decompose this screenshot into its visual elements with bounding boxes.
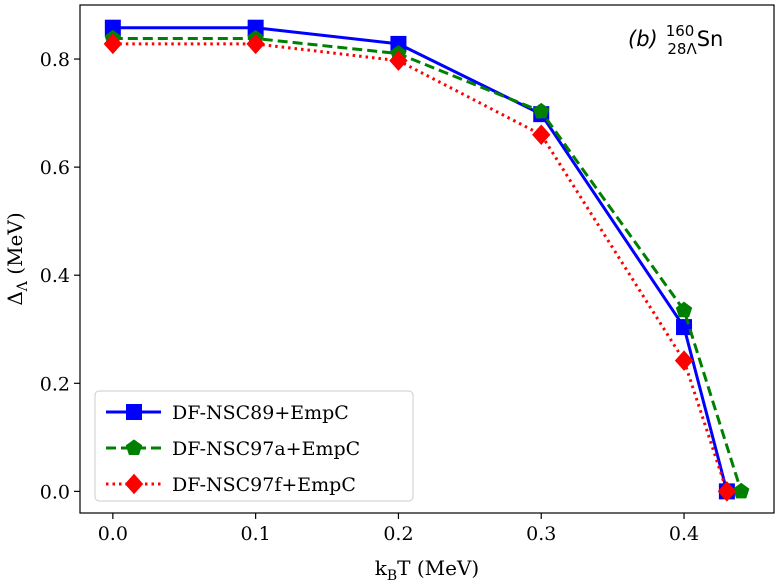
- legend-label: DF-NSC97f+EmpC: [172, 474, 356, 496]
- data-point: [532, 124, 551, 145]
- series-3: [103, 33, 737, 502]
- x-tick-label: 0.1: [241, 523, 271, 545]
- data-point: [717, 481, 737, 502]
- plot-frame: [79, 4, 775, 514]
- legend-entry: DF-NSC97a+EmpC: [106, 438, 360, 460]
- series-layer: [103, 19, 750, 502]
- legend-entries: DF-NSC89+EmpC DF-NSC97a+EmpC DF-NSC97f+Emp…: [106, 402, 360, 496]
- legend-marker: [125, 439, 143, 455]
- x-tick-label: 0.0: [98, 523, 128, 545]
- data-point: [246, 33, 265, 55]
- y-tick-label: 0.2: [40, 373, 70, 395]
- y-ticks: 0.0 0.2 0.4 0.6 0.8: [40, 49, 80, 503]
- series-line: [112, 37, 743, 492]
- data-point: [732, 482, 750, 499]
- y-axis-label: ΔΛ (MeV): [3, 212, 31, 305]
- series-line: [112, 42, 729, 492]
- legend-marker: [124, 473, 144, 495]
- legend-label: DF-NSC97a+EmpC: [172, 438, 360, 460]
- legend: DF-NSC89+EmpC DF-NSC97a+EmpC DF-NSC97f+Emp…: [94, 390, 414, 502]
- y-tick-label: 0.6: [40, 157, 70, 179]
- x-tick-label: 0.4: [669, 523, 699, 545]
- panel-annotation: (b) 160 28ΛSn: [628, 22, 723, 58]
- data-point: [675, 301, 693, 318]
- legend-entry: DF-NSC97f+EmpC: [106, 473, 356, 496]
- legend-marker: [126, 404, 142, 420]
- legend-entry: DF-NSC89+EmpC: [106, 402, 349, 424]
- x-tick-label: 0.2: [383, 523, 413, 545]
- series-line: [112, 26, 729, 492]
- y-tick-label: 0.4: [40, 265, 70, 287]
- data-point: [533, 102, 550, 119]
- legend-box: [94, 390, 414, 502]
- x-tick-label: 0.3: [526, 523, 556, 545]
- x-ticks: 0.0 0.1 0.2 0.3 0.4: [98, 513, 699, 545]
- legend-label: DF-NSC89+EmpC: [172, 402, 349, 424]
- x-axis-label: kBT (MeV): [375, 556, 479, 583]
- data-point: [389, 50, 408, 71]
- data-point: [676, 319, 693, 336]
- y-tick-label: 0.0: [40, 481, 70, 503]
- data-point: [103, 33, 123, 55]
- data-point: [674, 350, 694, 371]
- y-tick-label: 0.8: [40, 49, 70, 71]
